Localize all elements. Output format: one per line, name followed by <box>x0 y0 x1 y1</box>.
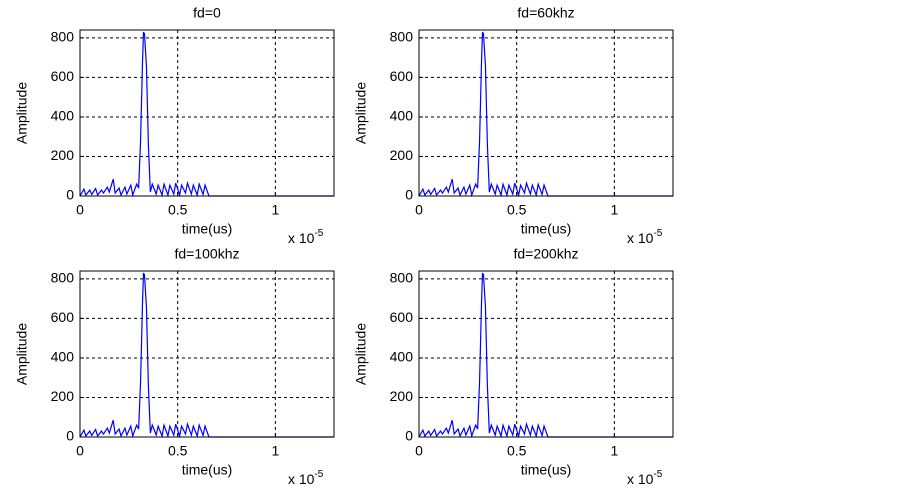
y-tick-label: 800 <box>51 270 75 286</box>
y-axis-label: Amplitude <box>14 323 30 385</box>
x-scale-base: x 10 <box>627 230 654 246</box>
y-tick-label: 0 <box>405 428 413 444</box>
y-tick-label: 400 <box>390 349 414 365</box>
x-tick-label: 0 <box>415 443 423 459</box>
axes-box <box>418 29 674 197</box>
y-tick-label: 0 <box>66 428 74 444</box>
y-tick-label: 600 <box>390 68 414 84</box>
plot-area <box>80 30 334 196</box>
x-tick-label: 0 <box>76 202 84 218</box>
y-tick-label: 600 <box>51 309 75 325</box>
axes-box <box>79 29 335 197</box>
x-scale-exponent: -5 <box>314 228 323 239</box>
x-axis-label: time(us) <box>182 221 233 237</box>
axes-box <box>79 270 335 438</box>
chart-title: fd=200khz <box>514 246 579 262</box>
y-tick-label: 200 <box>390 388 414 404</box>
y-tick-label: 800 <box>51 29 75 45</box>
y-axis-label: Amplitude <box>353 82 369 144</box>
data-line <box>79 272 334 439</box>
x-axis-label: time(us) <box>182 462 233 478</box>
plot-area <box>419 30 673 196</box>
y-tick-label: 200 <box>51 147 75 163</box>
x-tick-label: 0.5 <box>507 202 527 218</box>
x-axis-label: time(us) <box>521 462 572 478</box>
y-tick-label: 0 <box>405 187 413 203</box>
y-tick-label: 400 <box>51 349 75 365</box>
x-scale-exponent: -5 <box>314 469 323 480</box>
data-line <box>79 31 334 198</box>
y-tick-label: 800 <box>390 29 414 45</box>
x-scale-exponent: -5 <box>653 228 662 239</box>
x-scale-exponent: -5 <box>653 469 662 480</box>
x-tick-label: 0 <box>76 443 84 459</box>
y-axis-label: Amplitude <box>353 323 369 385</box>
y-tick-label: 400 <box>51 108 75 124</box>
x-scale-label: x 10-5 <box>288 469 324 487</box>
x-tick-label: 0.5 <box>168 443 188 459</box>
plot-area <box>419 271 673 437</box>
x-tick-label: 0.5 <box>168 202 188 218</box>
axes-box <box>418 270 674 438</box>
y-tick-label: 600 <box>390 309 414 325</box>
chart-title: fd=60khz <box>517 5 574 21</box>
x-tick-label: 1 <box>271 202 279 218</box>
x-scale-base: x 10 <box>627 471 654 487</box>
y-tick-label: 200 <box>51 388 75 404</box>
data-line <box>418 272 673 439</box>
x-scale-base: x 10 <box>288 230 315 246</box>
x-tick-label: 1 <box>610 443 618 459</box>
x-scale-label: x 10-5 <box>627 228 663 246</box>
chart-title: fd=100khz <box>175 246 240 262</box>
y-tick-label: 600 <box>51 68 75 84</box>
plot-area <box>80 271 334 437</box>
y-tick-label: 800 <box>390 270 414 286</box>
x-scale-label: x 10-5 <box>288 228 324 246</box>
x-scale-label: x 10-5 <box>627 469 663 487</box>
y-tick-label: 400 <box>390 108 414 124</box>
y-tick-label: 0 <box>66 187 74 203</box>
x-tick-label: 1 <box>610 202 618 218</box>
x-tick-label: 0 <box>415 202 423 218</box>
chart-title: fd=0 <box>193 5 221 21</box>
y-axis-label: Amplitude <box>14 82 30 144</box>
y-tick-label: 200 <box>390 147 414 163</box>
data-line <box>418 31 673 198</box>
x-tick-label: 0.5 <box>507 443 527 459</box>
x-scale-base: x 10 <box>288 471 315 487</box>
x-axis-label: time(us) <box>521 221 572 237</box>
x-tick-label: 1 <box>271 443 279 459</box>
